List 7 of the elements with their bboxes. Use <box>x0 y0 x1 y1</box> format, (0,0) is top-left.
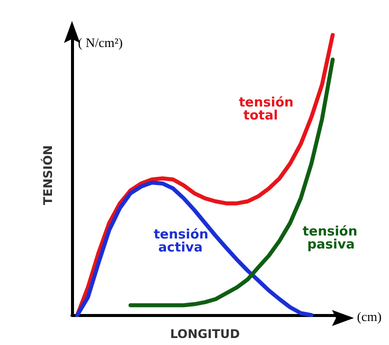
annotation: ( N/cm²) <box>78 35 123 50</box>
text: (cm) <box>357 309 382 324</box>
series-label: tensión activa <box>154 227 208 256</box>
x-axis-title: LONGITUD <box>170 327 240 341</box>
series-label: tensión pasiva <box>302 224 358 252</box>
y-axis-title: TENSIÓN <box>40 145 55 205</box>
series-label: tensión total <box>238 96 294 124</box>
